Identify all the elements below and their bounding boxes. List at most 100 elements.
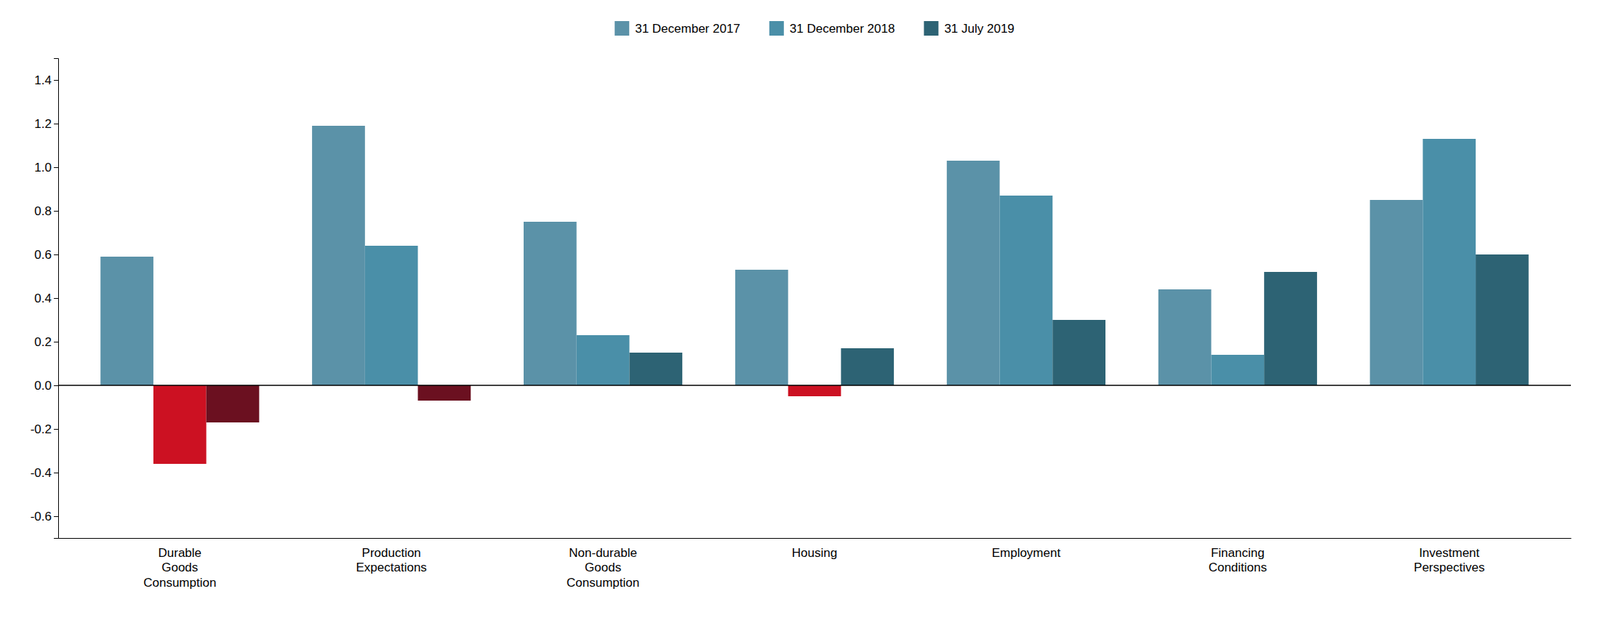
tick-label-line: Consumption bbox=[143, 576, 216, 590]
tick-label: ProductionExpectations bbox=[356, 546, 427, 575]
bar bbox=[840, 348, 894, 386]
axis-line bbox=[53, 58, 59, 539]
tick-mark bbox=[53, 123, 59, 125]
bar bbox=[418, 385, 472, 401]
tick-label: Employment bbox=[992, 546, 1062, 560]
tick-label: 1.0 bbox=[34, 160, 52, 175]
tick-mark bbox=[53, 516, 59, 518]
tick: 0.4 bbox=[34, 291, 59, 306]
legend-label: 31 December 2018 bbox=[789, 21, 896, 36]
tick-label: DurableGoodsConsumption bbox=[143, 546, 216, 590]
tick-mark bbox=[53, 167, 59, 168]
bar bbox=[1052, 320, 1106, 386]
tick-mark bbox=[53, 385, 59, 387]
tick-label: -0.2 bbox=[30, 422, 52, 437]
tick-label-line: Housing bbox=[792, 546, 838, 560]
tick: 0.6 bbox=[34, 248, 59, 262]
bar-series bbox=[153, 138, 1476, 464]
tick-label-line: Conditions bbox=[1208, 560, 1267, 575]
bar bbox=[576, 335, 630, 386]
tick: 0.2 bbox=[34, 335, 59, 350]
bar-series bbox=[206, 254, 1529, 423]
bar bbox=[100, 256, 154, 386]
tick-label: 0.2 bbox=[34, 335, 52, 350]
bar-series bbox=[100, 125, 1423, 386]
tick-label: 1.4 bbox=[34, 73, 52, 88]
tick: FinancingConditions bbox=[1208, 546, 1267, 575]
tick: 0.0 bbox=[34, 378, 59, 393]
tick-label-line: Employment bbox=[992, 546, 1062, 560]
tick-label: 0.4 bbox=[34, 291, 52, 306]
tick: ProductionExpectations bbox=[356, 546, 427, 575]
legend: 31 December 2017 31 December 2018 31 July … bbox=[614, 21, 1015, 36]
tick-label-line: Investment bbox=[1418, 546, 1480, 560]
y-axis: -0.6 -0.4 -0.2 0.0 0.2 0.4 0.6 0.8 1.0 1.2 1.4 bbox=[30, 58, 59, 539]
tick: -0.6 bbox=[30, 509, 59, 524]
bar bbox=[153, 385, 207, 464]
tick-label: InvestmentPerspectives bbox=[1413, 546, 1485, 575]
bar bbox=[523, 221, 577, 386]
tick-label: Housing bbox=[792, 546, 838, 560]
tick: 1.2 bbox=[34, 117, 59, 131]
bar bbox=[1475, 254, 1529, 386]
bar bbox=[629, 352, 683, 386]
tick-label: -0.6 bbox=[30, 509, 52, 524]
bar bbox=[1370, 200, 1424, 386]
bar bbox=[1422, 138, 1476, 386]
legend-label: 31 July 2019 bbox=[944, 21, 1014, 36]
tick-label: 0.0 bbox=[34, 378, 52, 393]
tick-label-line: Goods bbox=[584, 560, 622, 575]
bar bbox=[1210, 354, 1264, 386]
chart: -0.6 -0.4 -0.2 0.0 0.2 0.4 0.6 0.8 1.0 1.2 1.4 Dura… bbox=[0, 0, 1600, 618]
tick: DurableGoodsConsumption bbox=[143, 546, 216, 590]
tick-label: 1.2 bbox=[34, 117, 52, 131]
tick-label-line: Perspectives bbox=[1413, 560, 1485, 575]
bar bbox=[1264, 272, 1318, 386]
zero-line bbox=[58, 384, 1571, 387]
tick-mark bbox=[53, 254, 59, 256]
x-axis: DurableGoodsConsumptionProductionExpecta… bbox=[58, 538, 1572, 590]
legend-item: 31 December 2018 bbox=[769, 21, 896, 36]
bars bbox=[58, 125, 1571, 464]
bar bbox=[946, 160, 1000, 386]
tick: -0.4 bbox=[30, 466, 59, 480]
tick: Housing bbox=[792, 546, 838, 560]
tick: -0.2 bbox=[30, 422, 59, 437]
tick-mark bbox=[53, 80, 59, 81]
axis-line bbox=[58, 538, 1572, 539]
tick-label: FinancingConditions bbox=[1208, 546, 1267, 575]
tick: 1.0 bbox=[34, 160, 59, 175]
tick-label-line: Durable bbox=[157, 546, 202, 560]
tick-mark bbox=[53, 210, 59, 212]
tick-mark bbox=[53, 341, 59, 343]
legend-swatch bbox=[614, 21, 630, 36]
tick-label-line: Production bbox=[362, 546, 422, 560]
tick-mark bbox=[53, 472, 59, 474]
tick: 1.4 bbox=[34, 73, 59, 88]
legend-label: 31 December 2017 bbox=[634, 21, 741, 36]
tick-label-line: Non-durable bbox=[568, 546, 638, 560]
bar bbox=[788, 385, 842, 397]
legend-swatch bbox=[923, 21, 939, 36]
tick: Non-durableGoodsConsumption bbox=[566, 546, 640, 590]
bar bbox=[312, 125, 366, 386]
tick-mark bbox=[53, 298, 59, 299]
tick: Employment bbox=[992, 546, 1062, 560]
tick-label: 0.6 bbox=[34, 248, 52, 262]
legend-swatch bbox=[769, 21, 784, 36]
tick-label-line: Expectations bbox=[356, 560, 427, 575]
bar bbox=[735, 269, 789, 386]
legend-item: 31 July 2019 bbox=[923, 21, 1014, 36]
bar bbox=[206, 385, 260, 423]
tick: InvestmentPerspectives bbox=[1413, 546, 1485, 575]
tick-label: 0.8 bbox=[34, 204, 52, 219]
tick-label-line: Goods bbox=[161, 560, 198, 575]
bar bbox=[1000, 195, 1054, 386]
bar bbox=[1158, 289, 1212, 386]
tick-label-line: Financing bbox=[1210, 546, 1265, 560]
legend-item: 31 December 2017 bbox=[614, 21, 741, 36]
tick-mark bbox=[53, 429, 59, 430]
tick-label: -0.4 bbox=[30, 466, 52, 480]
bar bbox=[365, 245, 419, 386]
tick-label-line: Consumption bbox=[566, 576, 640, 590]
